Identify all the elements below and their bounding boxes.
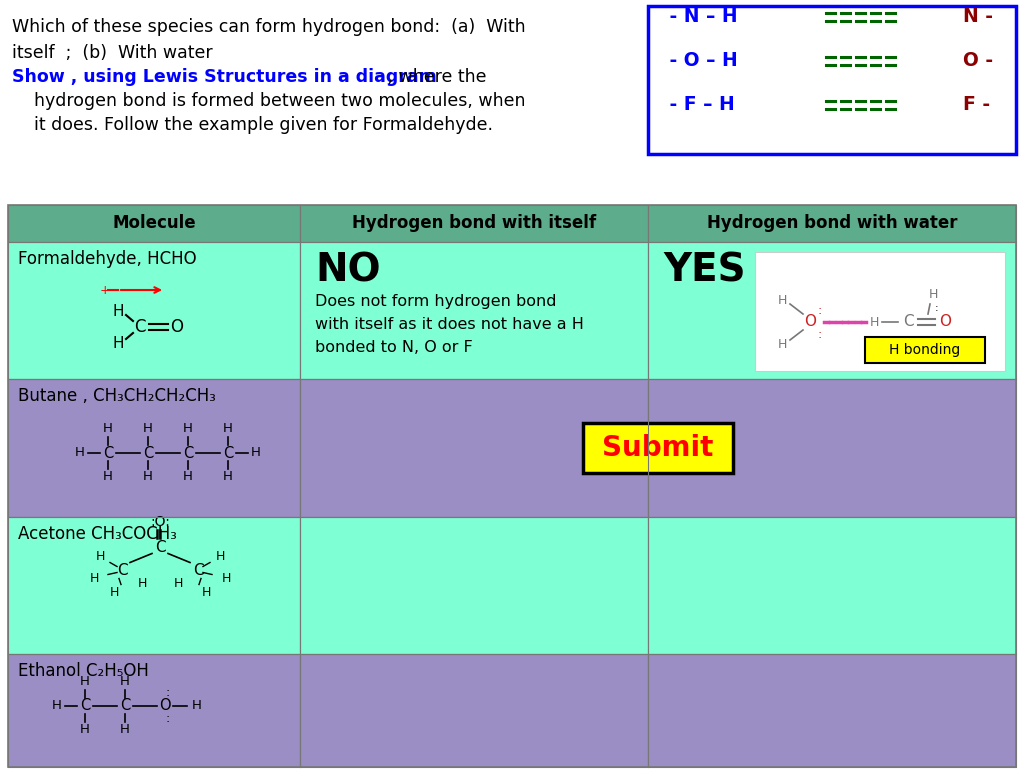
- Text: NO: NO: [315, 252, 381, 290]
- Text: :O:: :O:: [151, 514, 170, 529]
- Text: H: H: [869, 316, 879, 329]
- Text: H: H: [223, 422, 232, 435]
- Text: H: H: [221, 572, 230, 585]
- Text: O: O: [804, 314, 816, 330]
- Text: Hydrogen bond with water: Hydrogen bond with water: [707, 215, 957, 232]
- FancyBboxPatch shape: [8, 654, 300, 767]
- Text: H: H: [251, 446, 261, 459]
- Text: Submit: Submit: [602, 434, 714, 462]
- Text: H: H: [202, 586, 211, 599]
- Text: - F – H: - F – H: [663, 96, 735, 114]
- FancyBboxPatch shape: [648, 654, 1016, 767]
- Text: YES: YES: [663, 252, 745, 290]
- Text: H: H: [113, 336, 124, 350]
- Text: C: C: [117, 563, 127, 578]
- Text: C: C: [183, 445, 194, 461]
- Text: H: H: [52, 699, 61, 712]
- FancyBboxPatch shape: [300, 517, 648, 654]
- Text: C: C: [155, 540, 165, 555]
- Text: :: :: [166, 712, 170, 725]
- Text: H: H: [103, 422, 113, 435]
- Text: hydrogen bond is formed between two molecules, when: hydrogen bond is formed between two mole…: [12, 92, 525, 110]
- Text: C: C: [80, 698, 90, 713]
- Text: H: H: [103, 470, 113, 483]
- Text: O: O: [939, 314, 951, 330]
- Text: Acetone CH₃COCH₃: Acetone CH₃COCH₃: [18, 525, 177, 543]
- Text: H: H: [120, 723, 130, 736]
- Text: H: H: [777, 337, 786, 350]
- FancyBboxPatch shape: [300, 379, 648, 517]
- Text: H: H: [183, 470, 193, 483]
- Text: H bonding: H bonding: [890, 343, 961, 357]
- Text: :: :: [818, 327, 822, 340]
- Text: H: H: [89, 572, 98, 585]
- Text: C: C: [143, 445, 154, 461]
- Text: Molecule: Molecule: [113, 215, 196, 232]
- FancyBboxPatch shape: [300, 654, 648, 767]
- Text: H: H: [113, 303, 124, 319]
- Text: O: O: [171, 318, 183, 336]
- Text: C: C: [193, 563, 204, 578]
- Text: Butane , CH₃CH₂CH₂CH₃: Butane , CH₃CH₂CH₂CH₃: [18, 387, 216, 405]
- Text: H: H: [777, 293, 786, 306]
- Text: C: C: [120, 698, 130, 713]
- FancyBboxPatch shape: [0, 0, 1024, 205]
- FancyBboxPatch shape: [300, 205, 648, 242]
- Text: :: :: [935, 303, 939, 313]
- Text: H: H: [137, 577, 146, 590]
- Text: H: H: [110, 586, 119, 599]
- FancyBboxPatch shape: [648, 242, 1016, 379]
- Text: H: H: [223, 470, 232, 483]
- Text: Hydrogen bond with itself: Hydrogen bond with itself: [352, 215, 596, 232]
- FancyBboxPatch shape: [648, 517, 1016, 654]
- Text: H: H: [80, 723, 90, 736]
- Text: H: H: [80, 675, 90, 688]
- Text: H: H: [193, 699, 202, 712]
- Text: Formaldehyde, HCHO: Formaldehyde, HCHO: [18, 250, 197, 268]
- Text: H: H: [120, 675, 130, 688]
- FancyBboxPatch shape: [583, 423, 733, 473]
- FancyBboxPatch shape: [648, 6, 1016, 154]
- Text: itself  ;  (b)  With water: itself ; (b) With water: [12, 44, 213, 62]
- Text: N -: N -: [963, 8, 993, 26]
- Text: Does not form hydrogen bond
with itself as it does not have a H
bonded to N, O o: Does not form hydrogen bond with itself …: [315, 294, 584, 354]
- Text: Which of these species can form hydrogen bond:  (a)  With: Which of these species can form hydrogen…: [12, 18, 525, 36]
- Text: Ethanol C₂H₅OH: Ethanol C₂H₅OH: [18, 662, 148, 680]
- Text: C: C: [134, 318, 145, 336]
- Text: it does. Follow the example given for Formaldehyde.: it does. Follow the example given for Fo…: [12, 116, 493, 134]
- Text: Show , using Lewis Structures in a diagram: Show , using Lewis Structures in a diagr…: [12, 68, 437, 86]
- Text: H: H: [215, 550, 224, 563]
- Text: H: H: [143, 422, 153, 435]
- FancyBboxPatch shape: [8, 242, 300, 379]
- Text: H: H: [95, 550, 104, 563]
- Text: F -: F -: [963, 96, 990, 114]
- Text: H: H: [929, 287, 938, 300]
- Text: H: H: [183, 422, 193, 435]
- Text: H: H: [75, 446, 85, 459]
- FancyBboxPatch shape: [300, 242, 648, 379]
- Text: - O – H: - O – H: [663, 52, 737, 70]
- FancyBboxPatch shape: [648, 379, 1016, 517]
- FancyBboxPatch shape: [648, 205, 1016, 242]
- Text: :: :: [818, 303, 822, 317]
- FancyBboxPatch shape: [755, 252, 1005, 371]
- Text: - N – H: - N – H: [663, 8, 737, 26]
- Text: , where the: , where the: [382, 68, 486, 86]
- Text: C: C: [223, 445, 233, 461]
- Text: :: :: [166, 686, 170, 699]
- Text: O: O: [159, 698, 171, 713]
- Text: H: H: [173, 577, 182, 590]
- Text: +: +: [99, 283, 111, 296]
- Text: C: C: [102, 445, 113, 461]
- Text: C: C: [903, 314, 913, 330]
- FancyBboxPatch shape: [8, 205, 300, 242]
- Text: O -: O -: [963, 52, 993, 70]
- FancyBboxPatch shape: [8, 517, 300, 654]
- FancyBboxPatch shape: [8, 379, 300, 517]
- FancyBboxPatch shape: [865, 337, 985, 363]
- Text: H: H: [143, 470, 153, 483]
